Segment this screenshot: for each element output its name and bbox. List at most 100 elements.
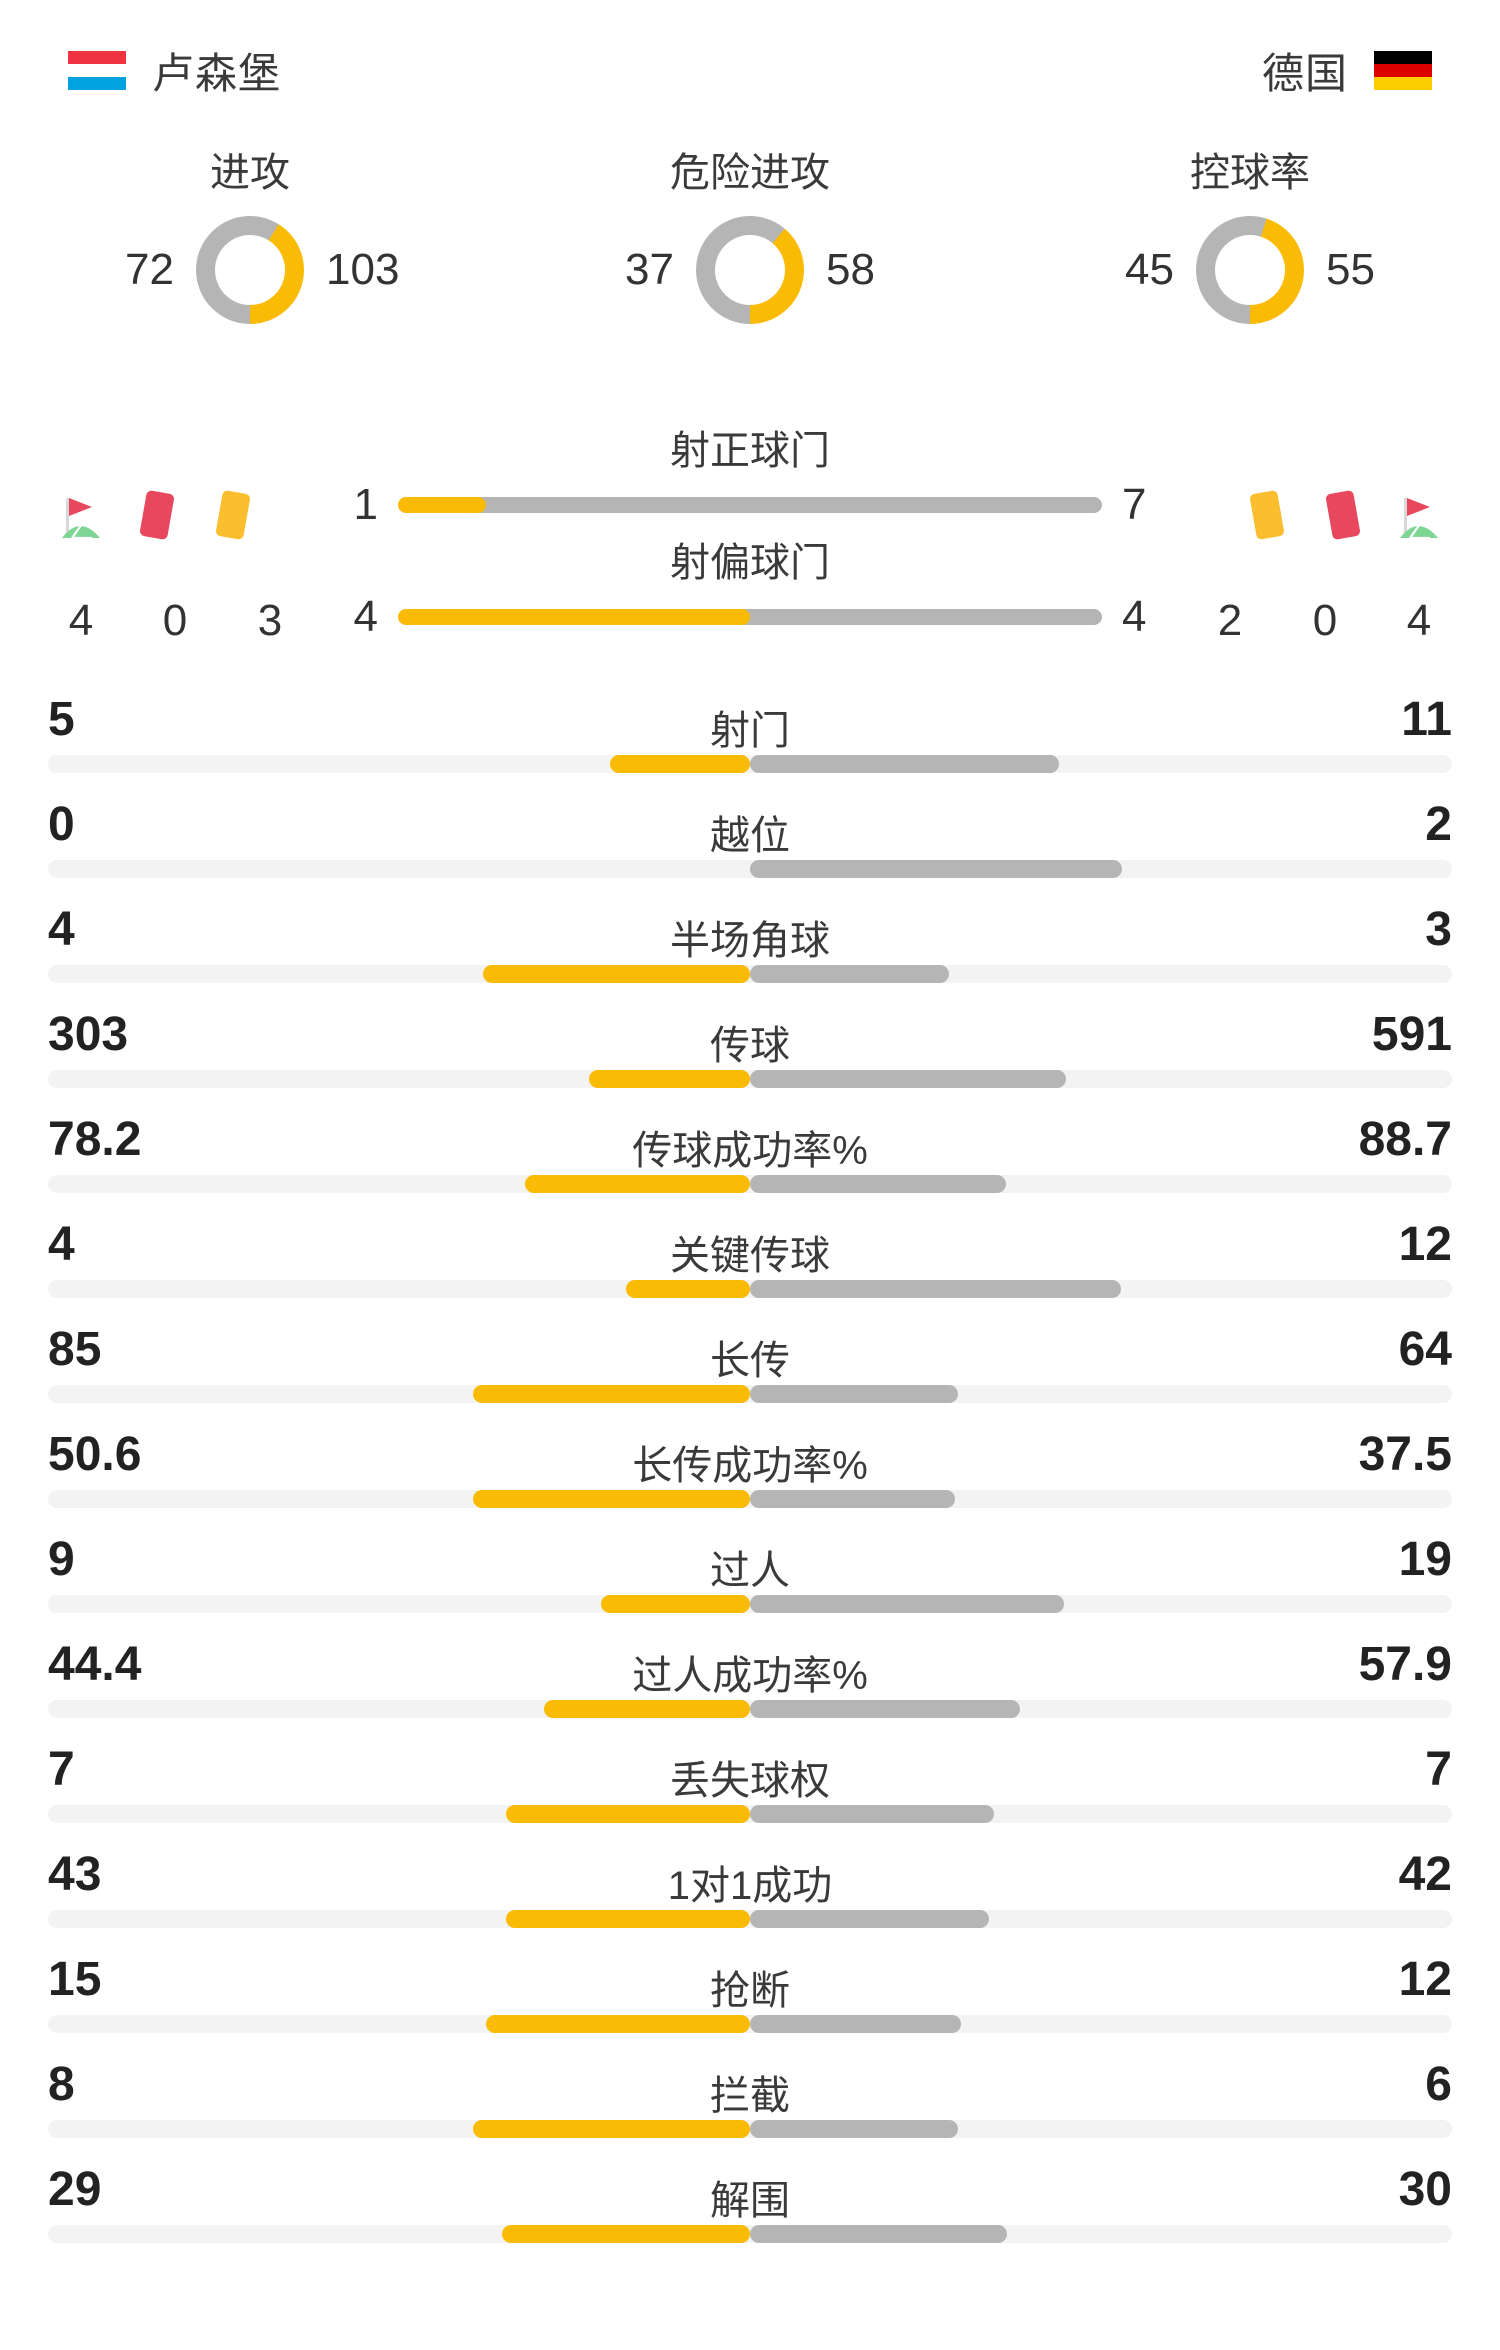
cards-corners-number-row: 4 0 3 2 0 4 [0, 596, 1500, 656]
stat-home-value: 78.2 [48, 1113, 142, 1166]
donut-stat-0: 进攻 72 103 [0, 140, 500, 390]
stat-home-value: 303 [48, 1008, 129, 1061]
stat-away-value: 12 [1398, 1218, 1452, 1271]
stat-home-fill [505, 1910, 750, 1928]
shots-on-target-label: 射正球门 [670, 429, 830, 473]
away-team: 德国 [1262, 40, 1432, 101]
stat-away-fill [750, 1595, 1065, 1613]
stat-label: 解围 [710, 2179, 790, 2223]
stat-bar-track [48, 1805, 1452, 1823]
shots-on-target-stat: 射正球门 1 7 [330, 418, 1170, 530]
stat-away-value: 64 [1398, 1323, 1452, 1376]
stat-home-value: 15 [48, 1953, 102, 2006]
stat-away-value: 6 [1425, 2058, 1452, 2111]
stat-away-fill [750, 1910, 989, 1928]
stat-away-value: 3 [1425, 903, 1452, 956]
corner-flag-icon [58, 486, 104, 544]
stats-list: 5 射门 11 0 越位 2 4 半场角球 3 303 传球 591 78.2 传球成功率% 88.7 4 关键… [0, 690, 1500, 2265]
stat-home-fill [609, 755, 750, 773]
stat-home-value: 4 [48, 1218, 75, 1271]
donut-ring [1196, 216, 1304, 324]
home-team: 卢森堡 [68, 40, 281, 101]
stat-label: 过人成功率% [632, 1654, 868, 1698]
table-row: 43 1对1成功 42 [0, 1845, 1500, 1950]
stat-label: 射门 [710, 709, 790, 753]
stat-home-value: 0 [48, 798, 75, 851]
table-row: 8 拦截 6 [0, 2055, 1500, 2160]
away-yellow-cards-count: 2 [1217, 596, 1243, 645]
stat-away-value: 57.9 [1358, 1638, 1452, 1691]
shots-on-target-home-fill [398, 497, 486, 513]
donut-away-value: 55 [1326, 245, 1375, 294]
stat-bar-track [48, 2225, 1452, 2243]
stat-bar-track [48, 1175, 1452, 1193]
stat-home-fill [473, 1385, 750, 1403]
table-row: 5 射门 11 [0, 690, 1500, 795]
stat-away-value: 30 [1398, 2163, 1452, 2216]
stat-away-fill [750, 755, 1059, 773]
stat-label: 传球成功率% [632, 1129, 868, 1173]
stat-label: 半场角球 [670, 919, 830, 963]
stat-label: 1对1成功 [667, 1864, 833, 1908]
stat-home-fill [525, 1175, 750, 1193]
donut-title: 控球率 [1190, 151, 1310, 195]
stat-bar-track [48, 2120, 1452, 2138]
stat-home-fill [543, 1700, 750, 1718]
stat-label: 长传成功率% [632, 1444, 868, 1488]
table-row: 4 关键传球 12 [0, 1215, 1500, 1320]
red-card-icon [134, 486, 180, 544]
donut-ring [696, 216, 804, 324]
shots-off-target-away-value: 4 [1122, 592, 1147, 641]
away-corners-count: 4 [1406, 596, 1432, 645]
stat-home-fill [601, 1595, 750, 1613]
donut-away-value: 58 [826, 245, 875, 294]
table-row: 7 丢失球权 7 [0, 1740, 1500, 1845]
stat-away-fill [750, 1280, 1121, 1298]
stat-away-value: 591 [1371, 1008, 1452, 1061]
stat-bar-track [48, 755, 1452, 773]
donut-stat-1: 危险进攻 37 58 [500, 140, 1000, 390]
donut-chart-group: 进攻 72 103 危险进攻 37 58 控球率 45 55 [0, 140, 1500, 390]
shots-off-target-label: 射偏球门 [670, 541, 830, 585]
stat-label: 丢失球权 [670, 1759, 830, 1803]
table-row: 0 越位 2 [0, 795, 1500, 900]
stat-label: 传球 [710, 1024, 790, 1068]
stat-home-fill [486, 2015, 750, 2033]
stat-home-value: 44.4 [48, 1638, 142, 1691]
home-icon-group [58, 486, 256, 544]
stat-away-fill [750, 1385, 958, 1403]
stat-home-fill [505, 1805, 750, 1823]
stat-away-fill [750, 1700, 1020, 1718]
stat-home-value: 50.6 [48, 1428, 142, 1481]
stat-away-value: 42 [1398, 1848, 1452, 1901]
stat-bar-track [48, 1595, 1452, 1613]
stat-label: 过人 [710, 1549, 790, 1593]
stat-away-fill [750, 860, 1123, 878]
home-corners-count: 4 [68, 596, 94, 645]
donut-home-value: 45 [1125, 245, 1174, 294]
yellow-card-icon [210, 486, 256, 544]
stat-away-fill [750, 1805, 995, 1823]
home-flag-icon [68, 50, 126, 91]
stat-home-value: 5 [48, 693, 75, 746]
stat-bar-track [48, 1385, 1452, 1403]
stat-away-value: 7 [1425, 1743, 1452, 1796]
shots-on-target-bar [398, 497, 1102, 513]
donut-ring [196, 216, 304, 324]
teams-header: 卢森堡 德国 [0, 28, 1500, 113]
donut-away-value: 103 [326, 245, 400, 294]
stat-away-fill [750, 2225, 1007, 2243]
donut-title: 进攻 [210, 151, 290, 195]
table-row: 44.4 过人成功率% 57.9 [0, 1635, 1500, 1740]
stat-home-fill [483, 965, 750, 983]
shots-off-target-home-fill [398, 609, 750, 625]
home-yellow-cards-count: 3 [257, 596, 283, 645]
shots-off-target-bar [398, 609, 1102, 625]
stat-label: 拦截 [710, 2074, 790, 2118]
red-card-icon [1320, 486, 1366, 544]
corner-flag-icon [1396, 486, 1442, 544]
stat-label: 关键传球 [670, 1234, 830, 1278]
stat-bar-track [48, 860, 1452, 878]
stat-home-value: 9 [48, 1533, 75, 1586]
